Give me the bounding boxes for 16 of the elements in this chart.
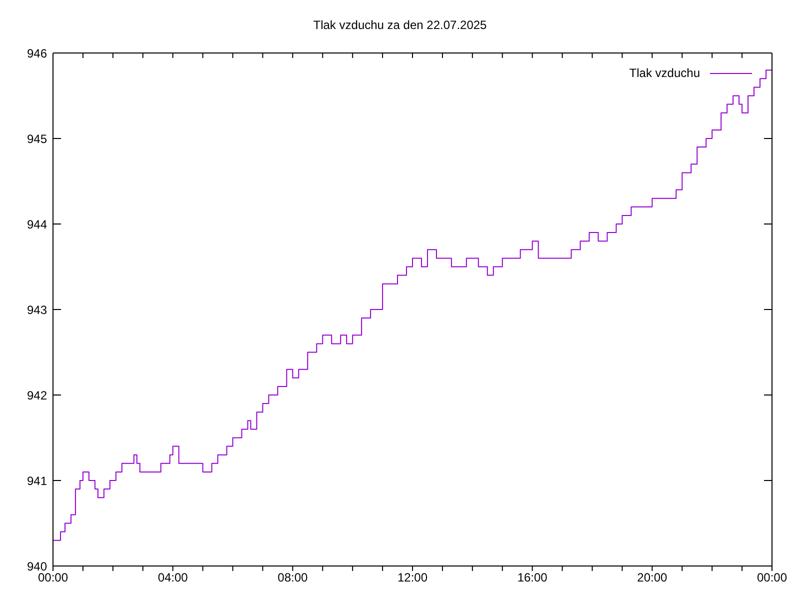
y-tick-label: 942 [26,388,48,402]
x-tick-label: 20:00 [637,570,668,585]
y-tick-label: 946 [26,46,48,60]
y-tick-label: 941 [26,474,48,488]
x-tick-label: 00:00 [756,570,788,585]
x-tick-label: 12:00 [397,570,428,585]
x-tick-label: 04:00 [158,570,188,585]
chart-title: Tlak vzduchu za den 22.07.2025 [312,18,488,32]
y-tick-label: 943 [26,302,48,317]
y-tick-label: 945 [26,132,48,146]
x-tick-label: 16:00 [517,570,548,585]
legend-label: Tlak vzduchu [629,66,700,80]
x-tick-label: 00:00 [38,570,68,585]
y-tick-label: 940 [26,559,48,574]
y-tick-label: 944 [26,217,48,232]
x-tick-label: 08:00 [278,570,308,585]
